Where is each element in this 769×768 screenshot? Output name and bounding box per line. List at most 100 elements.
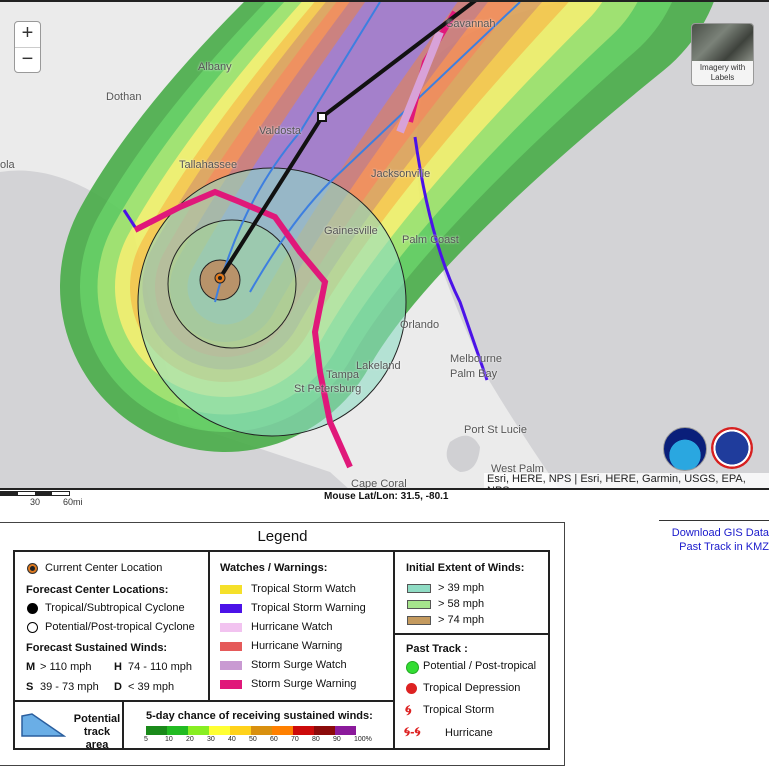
legend-heading: Forecast Sustained Winds: xyxy=(26,642,168,654)
basemap-thumbnail xyxy=(692,24,753,61)
legend-heading: Watches / Warnings: xyxy=(220,562,328,574)
city-label: Melbourne xyxy=(450,353,502,365)
tropical-storm-icon: 🌀︎ xyxy=(405,702,412,718)
extent-swatch xyxy=(407,616,431,625)
city-label: Gainesville xyxy=(324,225,378,237)
map-border xyxy=(0,488,769,490)
divider xyxy=(659,520,769,521)
city-label: Valdosta xyxy=(259,125,301,137)
city-label: Albany xyxy=(198,61,232,73)
legend-label: Potential track area xyxy=(73,713,121,751)
legend-label: > 74 mph xyxy=(438,614,485,626)
lake-okeechobee xyxy=(446,435,480,472)
mouse-latlon-readout: Mouse Lat/Lon: 31.5, -80.1 xyxy=(324,491,449,502)
chance-color-swatch xyxy=(209,726,230,735)
legend-past-track xyxy=(393,633,550,750)
chance-color-swatch xyxy=(251,726,272,735)
wind-code: H xyxy=(114,661,122,673)
hurricane-watch xyxy=(396,30,444,134)
chance-tick-label: 30 xyxy=(207,736,215,743)
wind-range: 74 - 110 mph xyxy=(128,661,193,673)
legend-label: Potential / Post-tropical xyxy=(423,660,537,672)
map-attribution: Esri, HERE, NPS | Esri, HERE, Garmin, US… xyxy=(484,473,769,488)
filled-circle-icon xyxy=(27,603,38,614)
wind-code: M xyxy=(26,661,36,673)
legend-label: Tropical Storm xyxy=(423,704,495,716)
potential-track-area-icon xyxy=(21,713,66,737)
legend-label: Potential/Post-tropical Cyclone xyxy=(45,621,195,633)
wind-code: S xyxy=(26,681,34,693)
legend-label: Hurricane Watch xyxy=(251,621,333,633)
legend-heading: Forecast Center Locations: xyxy=(26,584,169,596)
city-label: Dothan xyxy=(106,91,142,103)
forecast-point xyxy=(317,112,327,122)
legend-label: Hurricane Warning xyxy=(251,640,343,652)
extent-swatch xyxy=(407,584,431,593)
legend-label: Tropical Depression xyxy=(423,682,521,694)
map-canvas[interactable] xyxy=(0,2,769,488)
watch-swatch xyxy=(220,623,242,632)
legend-label: > 58 mph xyxy=(438,598,485,610)
legend-label: Current Center Location xyxy=(45,562,163,574)
chance-color-swatch xyxy=(230,726,251,735)
scale-bar xyxy=(0,491,70,496)
city-label: Tampa xyxy=(326,369,360,381)
chance-tick-label: 10 xyxy=(165,736,173,743)
legend-label: Storm Surge Warning xyxy=(251,678,357,690)
chance-color-scale xyxy=(146,726,356,735)
past-track-kmz-link[interactable]: Past Track in KMZ xyxy=(679,541,769,553)
city-label: West Palm xyxy=(491,463,544,475)
city-label: ola xyxy=(0,159,15,171)
tropical-storm-warning xyxy=(122,136,489,381)
city-label: Port St Lucie xyxy=(464,424,527,436)
chance-tick-label: 20 xyxy=(186,736,194,743)
tropical-depression-dot-icon xyxy=(406,683,417,694)
legend-label: > 39 mph xyxy=(438,582,485,594)
basemap-label: Imagery with Labels xyxy=(699,63,746,82)
chance-tick-label: 70 xyxy=(291,736,299,743)
watch-swatch xyxy=(220,680,242,689)
watch-swatch xyxy=(220,585,242,594)
zoom-in-button[interactable]: + xyxy=(21,22,34,44)
city-label: Palm Coast xyxy=(402,234,459,246)
city-label: Tallahassee xyxy=(179,159,238,171)
zoom-out-button[interactable]: − xyxy=(15,47,40,73)
wind-range: < 39 mph xyxy=(128,681,175,693)
current-center-icon xyxy=(27,563,38,574)
legend-heading: Past Track : xyxy=(406,643,468,655)
legend-label: Tropical Storm Watch xyxy=(251,583,356,595)
chance-tick-label: 60 xyxy=(270,736,278,743)
gis-links: Download GIS Data Past Track in KMZ xyxy=(659,526,769,554)
hurricane-icon: 🌀︎-🌀︎ xyxy=(404,724,421,739)
basemap-toggle-button[interactable]: Imagery with Labels xyxy=(691,23,754,86)
chance-color-swatch xyxy=(293,726,314,735)
map-view[interactable]: Savannah Albany Dothan Valdosta Jacksonv… xyxy=(0,0,769,488)
city-label: Savannah xyxy=(446,18,496,30)
chance-tick-label: 90 xyxy=(333,736,341,743)
city-label: Orlando xyxy=(400,319,440,331)
download-gis-link[interactable]: Download GIS Data xyxy=(671,527,769,539)
city-label: St Petersburg xyxy=(294,383,362,395)
chance-color-swatch xyxy=(167,726,188,735)
open-circle-icon xyxy=(27,622,38,633)
watch-swatch xyxy=(220,661,242,670)
legend-5day-chance xyxy=(122,700,395,750)
chance-tick-label: 80 xyxy=(312,736,320,743)
scale-label: 30 xyxy=(30,497,41,507)
post-tropical-dot-icon xyxy=(406,661,419,674)
nws-logo xyxy=(711,427,753,469)
chance-color-swatch xyxy=(146,726,167,735)
chance-color-swatch xyxy=(335,726,356,735)
chance-color-swatch xyxy=(188,726,209,735)
wind-code: D xyxy=(114,681,122,693)
noaa-logo xyxy=(663,427,707,471)
storm-surge-warning xyxy=(133,188,353,469)
legend-title: Legend xyxy=(257,528,308,545)
city-label: Jacksonville xyxy=(371,168,431,180)
city-label: Palm Bay xyxy=(450,368,498,380)
legend-heading: Initial Extent of Winds: xyxy=(406,562,525,574)
legend-panel: Legend xyxy=(0,522,565,766)
watch-swatch xyxy=(220,604,242,613)
wind-range: > 110 mph xyxy=(40,661,92,673)
legend-label: Hurricane xyxy=(445,727,493,739)
